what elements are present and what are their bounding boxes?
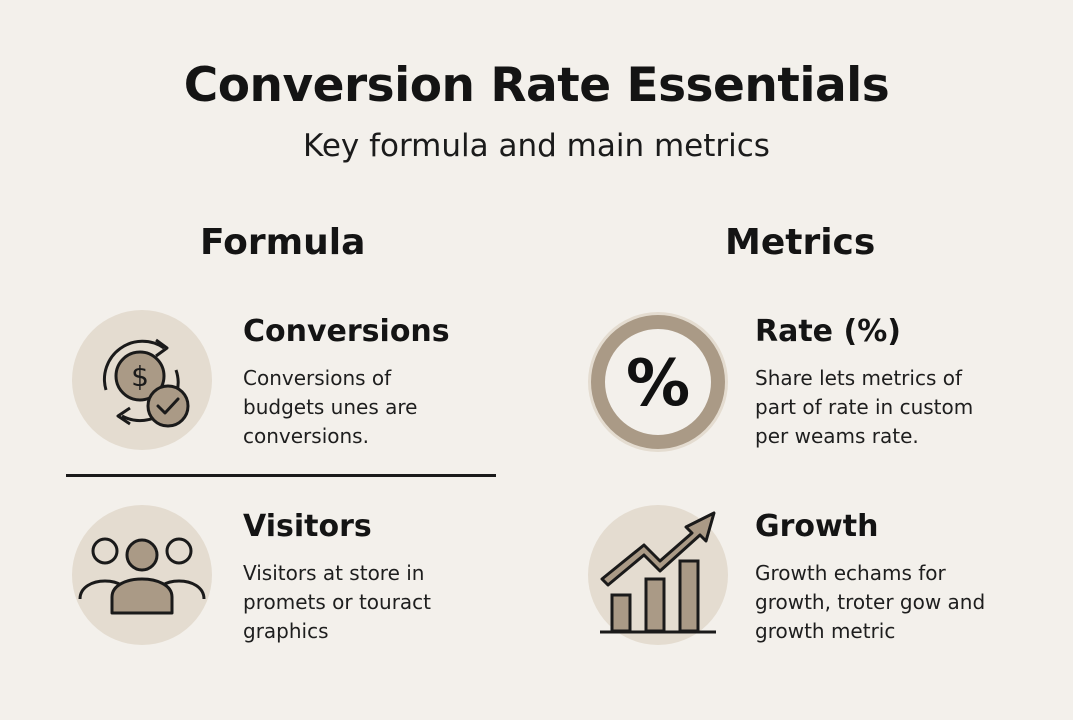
growth-chart-icon	[588, 505, 728, 645]
section-divider	[66, 474, 496, 477]
conversions-description: Conversions of budgets unes are conversi…	[243, 366, 418, 448]
rate-description: Share lets metrics of part of rate in cu…	[755, 366, 974, 448]
growth-title: Growth	[755, 509, 879, 544]
percent-ring-icon: %	[588, 312, 728, 452]
visitors-description: Visitors at store in promets or touract …	[243, 561, 432, 643]
conversions-title: Conversions	[243, 314, 450, 349]
visitors-title: Visitors	[243, 509, 372, 544]
svg-text:$: $	[131, 360, 149, 393]
page-subtitle: Key formula and main metrics	[303, 128, 770, 164]
page-title: Conversion Rate Essentials	[183, 58, 890, 113]
formula-heading: Formula	[200, 222, 366, 263]
metrics-heading: Metrics	[725, 222, 876, 263]
rate-title: Rate (%)	[755, 314, 901, 349]
svg-text:%: %	[626, 347, 690, 421]
growth-description: Growth echams for growth, troter gow and…	[755, 561, 986, 643]
people-group-icon	[72, 505, 212, 645]
dollar-cycle-check-icon: $	[72, 310, 212, 450]
